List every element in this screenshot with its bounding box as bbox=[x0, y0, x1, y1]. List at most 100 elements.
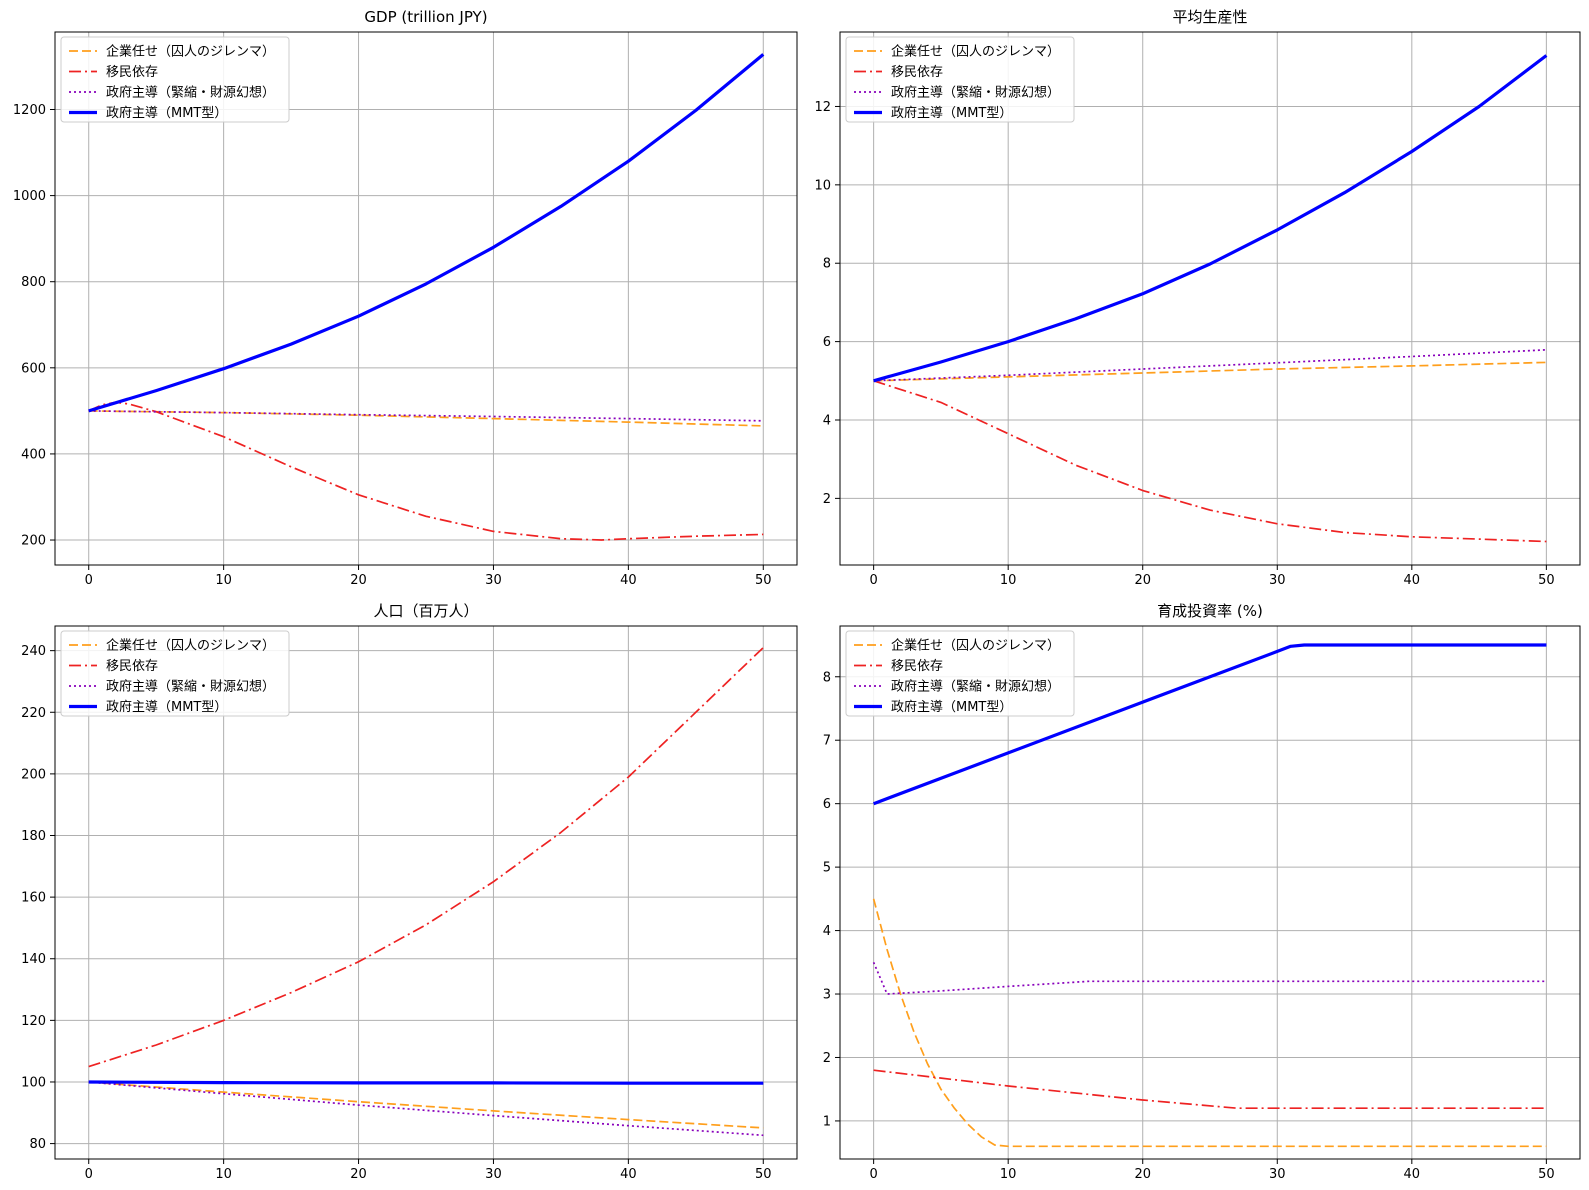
series-line-1 bbox=[88, 1081, 764, 1129]
y-tick-label: 10 bbox=[814, 178, 831, 193]
axes-frame bbox=[54, 31, 798, 566]
series-line-4 bbox=[88, 1080, 764, 1085]
series-line-2 bbox=[88, 646, 764, 1068]
series-line-1 bbox=[872, 898, 1547, 1148]
x-tick-label: 20 bbox=[1134, 1167, 1151, 1182]
axes-frame bbox=[839, 625, 1581, 1160]
series-line-2 bbox=[873, 1069, 1547, 1110]
y-tick-label: 2 bbox=[823, 492, 831, 507]
x-tick-label: 20 bbox=[1134, 573, 1151, 588]
chart-panel-2: 平均生産性 0 10 20 30 40 50 2 4 6 8 10 12 企業任せ（囚人のジレンマ） 移民依… bbox=[814, 8, 1581, 588]
x-tick-label: 40 bbox=[1404, 573, 1421, 588]
chart-title: 育成投資率 (%) bbox=[1157, 602, 1263, 620]
legend-label-2: 移民依存 bbox=[106, 65, 158, 80]
chart-panel-1: GDP (trillion JPY) 0 10 20 30 40 50 200 400 600 80… bbox=[13, 8, 798, 588]
series-lines bbox=[873, 54, 1548, 543]
series-line-1 bbox=[88, 410, 764, 427]
axes-frame bbox=[54, 625, 798, 1160]
y-tick-label: 140 bbox=[21, 952, 46, 967]
x-tick-label: 30 bbox=[485, 573, 502, 588]
x-tick-label: 0 bbox=[85, 1167, 93, 1182]
y-tick-label: 80 bbox=[29, 1137, 46, 1152]
x-tick-label: 10 bbox=[215, 573, 232, 588]
y-tick-label: 4 bbox=[823, 924, 831, 939]
chart-title: GDP (trillion JPY) bbox=[364, 8, 487, 26]
x-tick-label: 0 bbox=[869, 573, 877, 588]
y-tick-label: 6 bbox=[823, 335, 831, 350]
series-line-4 bbox=[873, 643, 1547, 806]
x-tick-label: 30 bbox=[485, 1167, 502, 1182]
legend-label-4: 政府主導（MMT型） bbox=[106, 700, 227, 715]
y-tick-label: 200 bbox=[21, 534, 46, 549]
chart-title: 平均生産性 bbox=[1172, 8, 1247, 26]
y-tick-label: 800 bbox=[21, 275, 46, 290]
y-tick-label: 8 bbox=[823, 670, 831, 685]
y-tick-label: 120 bbox=[21, 1014, 46, 1029]
x-tick-label: 50 bbox=[1538, 573, 1555, 588]
y-tick-label: 600 bbox=[21, 361, 46, 376]
y-tick-label: 220 bbox=[21, 706, 46, 721]
series-line-3 bbox=[872, 961, 1547, 995]
y-tick-label: 200 bbox=[21, 767, 46, 782]
x-tick-label: 20 bbox=[350, 1167, 367, 1182]
y-tick-label: 1 bbox=[823, 1114, 831, 1129]
y-tick-label: 8 bbox=[823, 257, 831, 272]
legend-label-3: 政府主導（緊縮・財源幻想） bbox=[106, 679, 275, 695]
legend-box bbox=[845, 36, 1075, 123]
legend-label-2: 移民依存 bbox=[891, 65, 943, 80]
y-tick-label: 1200 bbox=[13, 103, 46, 118]
y-tick-label: 100 bbox=[21, 1075, 46, 1090]
legend-label-4: 政府主導（MMT型） bbox=[891, 700, 1012, 715]
series-line-3 bbox=[88, 410, 764, 422]
legend-label-4: 政府主導（MMT型） bbox=[891, 106, 1012, 121]
y-tick-label: 400 bbox=[21, 447, 46, 462]
series-line-4 bbox=[873, 54, 1548, 383]
x-tick-label: 30 bbox=[1269, 1167, 1286, 1182]
chart-title: 人口（百万人） bbox=[373, 602, 478, 620]
x-tick-label: 50 bbox=[755, 1167, 772, 1182]
x-tick-label: 50 bbox=[1538, 1167, 1555, 1182]
legend-label-2: 移民依存 bbox=[106, 659, 158, 674]
legend-label-1: 企業任せ（囚人のジレンマ） bbox=[106, 44, 275, 60]
y-tick-label: 160 bbox=[21, 891, 46, 906]
series-line-1 bbox=[873, 361, 1547, 382]
series-line-3 bbox=[873, 348, 1547, 382]
legend-label-1: 企業任せ（囚人のジレンマ） bbox=[891, 44, 1060, 60]
y-tick-label: 5 bbox=[823, 861, 831, 876]
x-tick-label: 40 bbox=[1404, 1167, 1421, 1182]
y-tick-label: 12 bbox=[814, 100, 831, 115]
series-lines bbox=[88, 53, 765, 541]
axes-frame bbox=[839, 31, 1581, 566]
legend-label-3: 政府主導（緊縮・財源幻想） bbox=[891, 679, 1060, 695]
y-tick-label: 4 bbox=[823, 413, 831, 428]
x-tick-label: 10 bbox=[215, 1167, 232, 1182]
y-tick-label: 1000 bbox=[13, 189, 46, 204]
chart-panel-4: 育成投資率 (%) 0 10 20 30 40 50 1 2 3 4 5 6 7 8 企業任せ（囚人のジレンマ… bbox=[823, 602, 1581, 1182]
series-lines bbox=[872, 643, 1547, 1148]
legend-label-1: 企業任せ（囚人のジレンマ） bbox=[106, 638, 275, 654]
x-tick-label: 0 bbox=[85, 573, 93, 588]
y-tick-label: 6 bbox=[823, 797, 831, 812]
legend-box bbox=[60, 36, 290, 123]
x-tick-label: 40 bbox=[620, 573, 637, 588]
series-lines bbox=[88, 646, 764, 1137]
x-tick-label: 20 bbox=[350, 573, 367, 588]
legend-label-3: 政府主導（緊縮・財源幻想） bbox=[106, 85, 275, 101]
legend-label-4: 政府主導（MMT型） bbox=[106, 106, 227, 121]
series-line-2 bbox=[873, 379, 1547, 543]
y-tick-label: 180 bbox=[21, 829, 46, 844]
series-line-4 bbox=[88, 53, 765, 413]
x-tick-label: 10 bbox=[1000, 573, 1017, 588]
x-tick-label: 0 bbox=[869, 1167, 877, 1182]
y-tick-label: 7 bbox=[823, 734, 831, 749]
y-tick-label: 3 bbox=[823, 988, 831, 1003]
legend-box bbox=[845, 630, 1075, 717]
x-tick-label: 40 bbox=[620, 1167, 637, 1182]
x-tick-label: 10 bbox=[1000, 1167, 1017, 1182]
legend-label-2: 移民依存 bbox=[891, 659, 943, 674]
